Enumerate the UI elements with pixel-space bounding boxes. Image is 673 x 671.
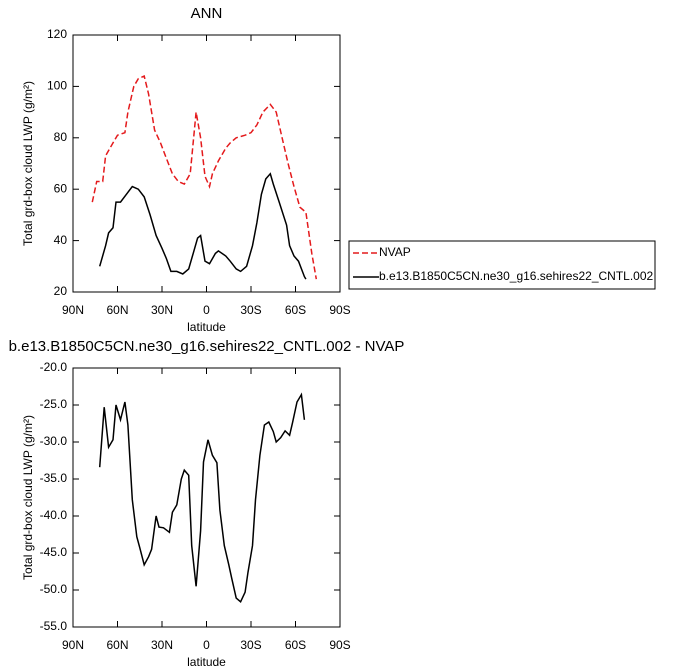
y-tick-label: -45.0 xyxy=(40,545,68,559)
y-tick-label: -55.0 xyxy=(40,619,68,633)
y-axis-label: Total grd-box cloud LWP (g/m²) xyxy=(21,81,35,246)
x-tick-label: 60S xyxy=(285,638,306,652)
x-tick-label: 90N xyxy=(62,638,84,652)
legend-frame xyxy=(348,240,656,290)
x-tick-label: 60N xyxy=(106,303,128,317)
y-tick-label: -25.0 xyxy=(40,397,68,411)
y-tick-label: 40 xyxy=(54,233,68,247)
x-tick-label: 0 xyxy=(203,638,210,652)
y-tick-label: 120 xyxy=(47,27,67,41)
x-tick-label: 90N xyxy=(62,303,84,317)
x-tick-label: 90S xyxy=(329,303,350,317)
data-line xyxy=(98,392,306,604)
x-tick-label: 0 xyxy=(203,303,210,317)
legend-label: NVAP xyxy=(379,245,411,259)
y-tick-label: 20 xyxy=(54,284,68,298)
y-axis-label: Total grd-box cloud LWP (g/m²) xyxy=(21,415,35,580)
x-tick-label: 60N xyxy=(106,638,128,652)
x-axis-label: latitude xyxy=(187,320,226,334)
y-tick-label: -30.0 xyxy=(40,434,68,448)
x-tick-label: 30S xyxy=(240,303,261,317)
x-tick-label: 90S xyxy=(329,638,350,652)
y-tick-label: -40.0 xyxy=(40,508,68,522)
data-line xyxy=(91,75,318,280)
legend-label: b.e13.B1850C5CN.ne30_g16.sehires22_CNTL.… xyxy=(379,269,654,283)
x-tick-label: 30N xyxy=(151,638,173,652)
plot-frame xyxy=(72,34,341,293)
x-tick-label: 30N xyxy=(151,303,173,317)
y-tick-label: 80 xyxy=(54,130,68,144)
x-tick-label: 30S xyxy=(240,638,261,652)
chart-title: ANN xyxy=(191,5,223,22)
y-tick-label: 60 xyxy=(54,181,68,195)
chart-title: b.e13.B1850C5CN.ne30_g16.sehires22_CNTL.… xyxy=(9,338,405,355)
y-tick-label: -50.0 xyxy=(40,582,68,596)
data-line xyxy=(98,172,307,280)
y-tick-label: 100 xyxy=(47,79,67,93)
y-tick-label: -20.0 xyxy=(40,360,68,374)
y-tick-label: -35.0 xyxy=(40,471,68,485)
x-tick-label: 60S xyxy=(285,303,306,317)
x-axis-label: latitude xyxy=(187,655,226,669)
plot-frame xyxy=(72,367,341,628)
